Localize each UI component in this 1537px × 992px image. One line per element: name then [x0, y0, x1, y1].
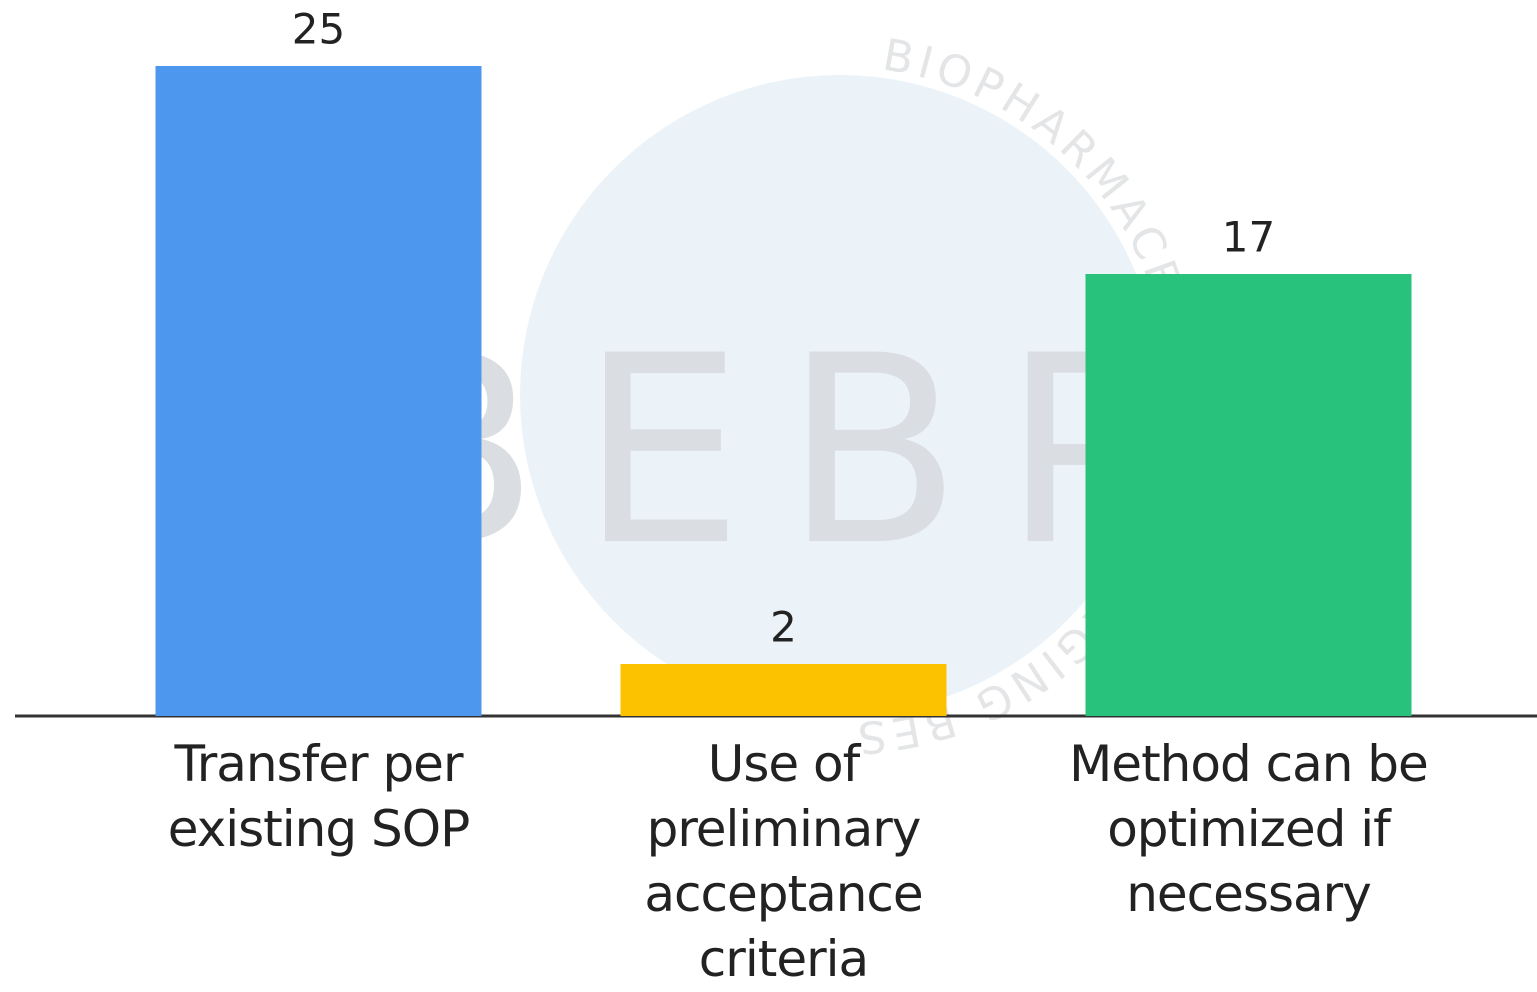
category-label: Use of preliminary acceptance criteria: [644, 735, 923, 988]
watermark-globe: [520, 75, 1160, 715]
watermark-letters: BEBP: [361, 301, 1199, 603]
bar: [620, 664, 947, 716]
value-label: 17: [1222, 213, 1275, 262]
value-label: 25: [292, 5, 345, 54]
value-label: 2: [770, 603, 797, 652]
bar: [155, 66, 482, 716]
category-label: Method can be optimized if necessary: [1069, 735, 1429, 923]
bar: [1085, 274, 1412, 716]
category-label: Transfer per existing SOP: [167, 735, 470, 858]
